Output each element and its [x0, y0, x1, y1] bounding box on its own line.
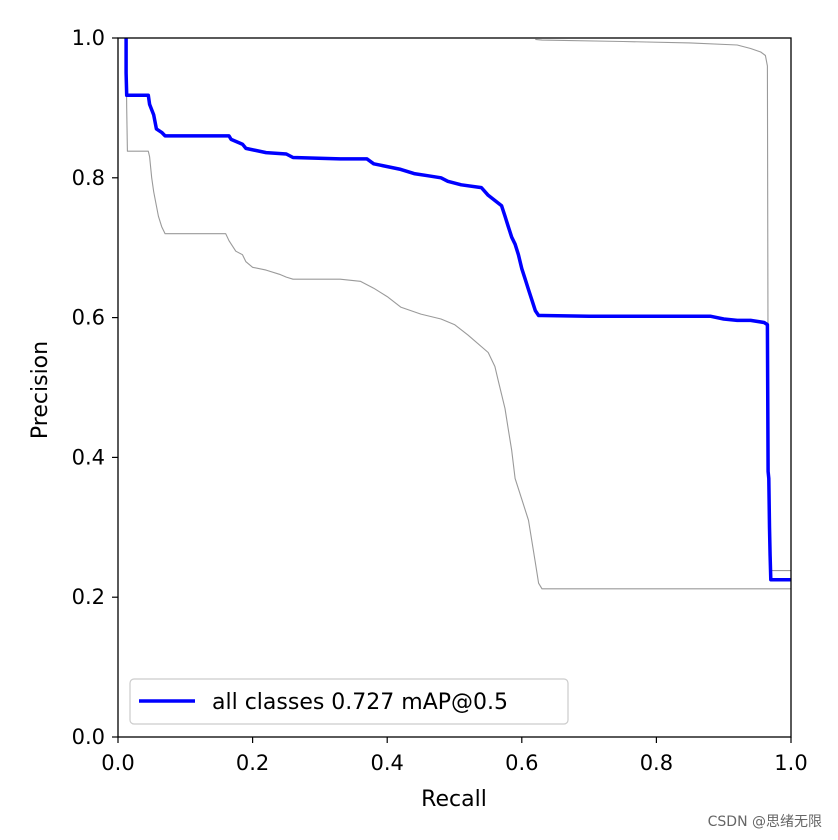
y-tick-label: 0.4 [72, 445, 105, 469]
x-tick-label: 0.0 [101, 751, 134, 775]
watermark: CSDN @思绪无限 [708, 814, 822, 830]
legend: all classes 0.727 mAP@0.5 [129, 678, 569, 725]
series-lines [124, 37, 791, 590]
y-axis-label: Precision [28, 341, 53, 439]
y-tick-label: 0.6 [72, 306, 105, 330]
legend-label-all-classes: all classes 0.727 mAP@0.5 [212, 690, 508, 715]
x-tick-label: 0.8 [640, 751, 673, 775]
x-axis-ticks: 0.0 0.2 0.4 0.6 0.8 1.0 [101, 737, 808, 775]
x-tick-label: 0.6 [505, 751, 538, 775]
plot-frame [117, 37, 792, 738]
y-axis-ticks: 0.0 0.2 0.4 0.6 0.8 1.0 [72, 26, 118, 749]
y-tick-label: 0.2 [72, 585, 105, 609]
x-tick-label: 0.4 [370, 751, 403, 775]
y-tick-label: 1.0 [72, 26, 105, 50]
y-tick-label: 0.8 [72, 166, 105, 190]
x-axis-label: Recall [421, 787, 487, 812]
x-tick-label: 0.2 [236, 751, 269, 775]
series-line-lower-bound [125, 37, 791, 590]
y-tick-label: 0.0 [72, 725, 105, 749]
x-tick-label: 1.0 [774, 751, 807, 775]
legend-box [129, 678, 569, 725]
series-line-all-classes [124, 38, 791, 582]
